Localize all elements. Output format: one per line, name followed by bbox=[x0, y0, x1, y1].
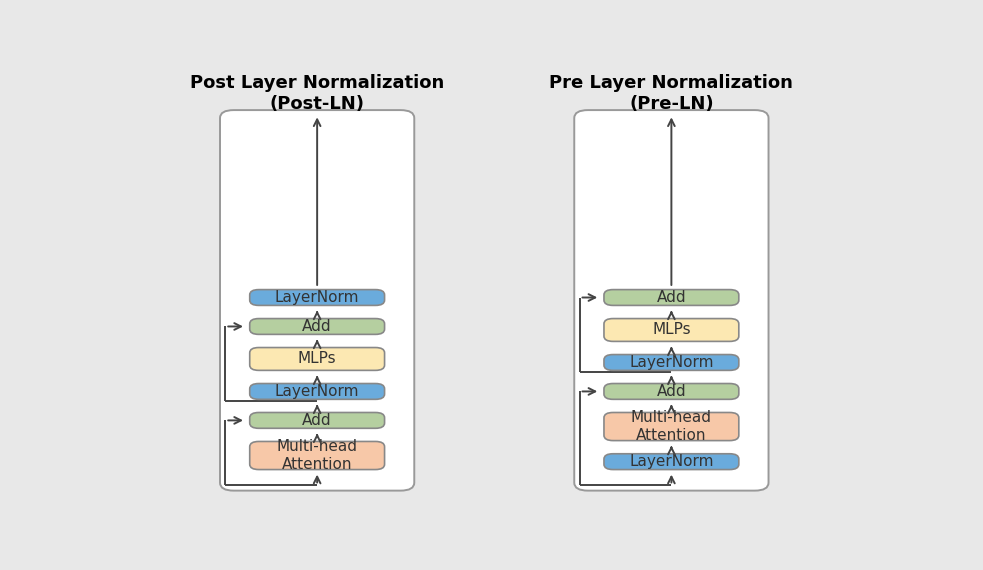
FancyBboxPatch shape bbox=[574, 110, 769, 491]
FancyBboxPatch shape bbox=[220, 110, 414, 491]
FancyBboxPatch shape bbox=[250, 290, 384, 306]
FancyBboxPatch shape bbox=[604, 384, 739, 400]
FancyBboxPatch shape bbox=[604, 319, 739, 341]
Text: Multi-head
Attention: Multi-head Attention bbox=[631, 410, 712, 443]
Text: LayerNorm: LayerNorm bbox=[275, 290, 360, 305]
Text: LayerNorm: LayerNorm bbox=[275, 384, 360, 399]
Text: Add: Add bbox=[303, 319, 332, 334]
FancyBboxPatch shape bbox=[250, 384, 384, 400]
Text: Add: Add bbox=[303, 413, 332, 428]
FancyBboxPatch shape bbox=[604, 454, 739, 470]
Text: Post Layer Normalization
(Post-LN): Post Layer Normalization (Post-LN) bbox=[190, 75, 444, 113]
Text: Add: Add bbox=[657, 290, 686, 305]
Text: Add: Add bbox=[657, 384, 686, 399]
Text: Multi-head
Attention: Multi-head Attention bbox=[276, 439, 358, 473]
Text: LayerNorm: LayerNorm bbox=[629, 355, 714, 370]
FancyBboxPatch shape bbox=[604, 355, 739, 371]
FancyBboxPatch shape bbox=[604, 413, 739, 441]
FancyBboxPatch shape bbox=[250, 413, 384, 428]
FancyBboxPatch shape bbox=[250, 441, 384, 470]
Text: MLPs: MLPs bbox=[652, 323, 691, 337]
FancyBboxPatch shape bbox=[250, 348, 384, 370]
Text: MLPs: MLPs bbox=[298, 352, 336, 367]
Text: LayerNorm: LayerNorm bbox=[629, 454, 714, 469]
Text: Pre Layer Normalization
(Pre-LN): Pre Layer Normalization (Pre-LN) bbox=[549, 75, 793, 113]
FancyBboxPatch shape bbox=[250, 319, 384, 335]
FancyBboxPatch shape bbox=[604, 290, 739, 306]
